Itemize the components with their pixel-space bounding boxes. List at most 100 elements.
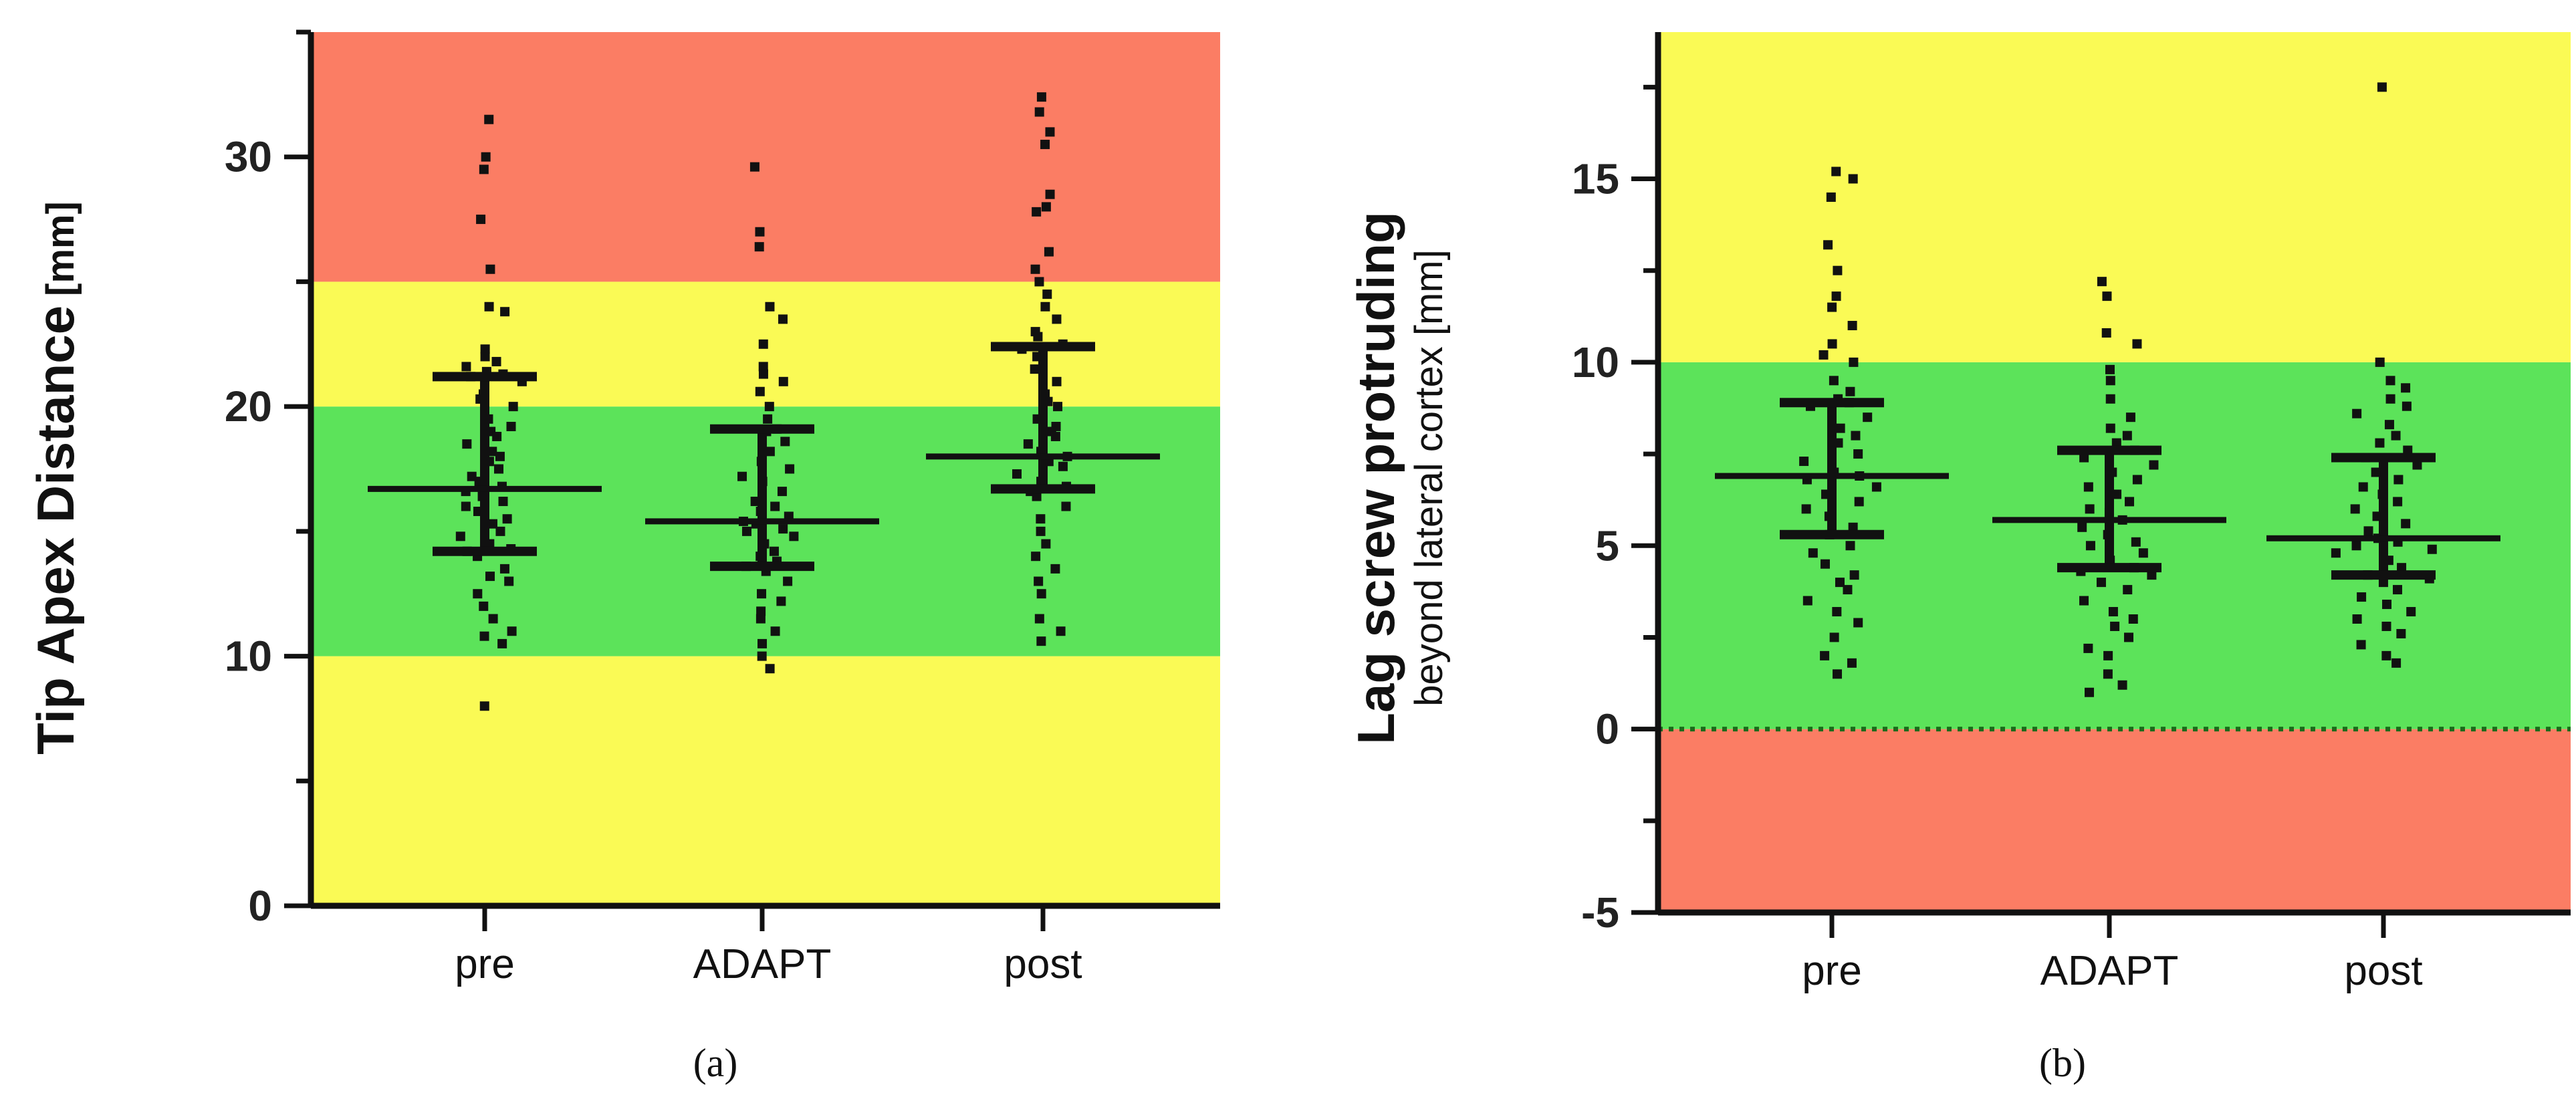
data-point <box>2381 621 2391 631</box>
data-point <box>479 164 489 174</box>
data-point <box>2402 401 2412 411</box>
data-point <box>1031 552 1041 562</box>
data-point <box>785 464 795 474</box>
data-point <box>485 572 495 582</box>
zone-red-0 <box>1658 729 2571 912</box>
data-point <box>480 344 490 354</box>
data-point <box>1061 501 1071 511</box>
data-point <box>1845 386 1855 396</box>
data-point <box>488 614 498 624</box>
data-point <box>2352 408 2362 418</box>
data-point <box>2356 640 2366 650</box>
y-tick-label: 20 <box>225 382 272 431</box>
data-point <box>487 519 497 529</box>
data-point <box>769 546 779 556</box>
data-point <box>1036 589 1046 599</box>
data-point <box>737 471 747 481</box>
data-point <box>1034 277 1044 287</box>
data-point <box>2079 453 2089 463</box>
data-point <box>2077 522 2087 532</box>
data-point <box>479 631 489 641</box>
x-category-label-post: post <box>1004 941 1082 987</box>
data-point <box>2393 497 2403 507</box>
data-point <box>2401 383 2411 393</box>
y-axis-subtitle: beyond lateral cortex [mm] <box>1407 249 1451 706</box>
data-point <box>1032 207 1042 217</box>
data-point <box>1052 314 1062 324</box>
data-point <box>473 589 483 599</box>
data-point <box>1831 291 1841 301</box>
chart-b: -5 0 5 10 15 pre ADAPT post Lag screw protruding… <box>1346 32 2571 1085</box>
data-point <box>2427 544 2437 554</box>
chart-a: 0 10 20 30 pre ADAPT post Tip Apex Distance [mm]… <box>26 29 1220 1085</box>
data-point <box>484 114 494 124</box>
data-point <box>2352 614 2362 624</box>
data-point <box>2085 541 2095 551</box>
zone-green-1 <box>1658 362 2571 729</box>
y-axis-title-main: Lag screw protruding <box>1346 211 1405 744</box>
data-point <box>755 227 765 237</box>
data-point <box>1863 412 1873 422</box>
data-point <box>2110 621 2120 631</box>
data-point <box>758 339 768 349</box>
data-point <box>778 376 788 386</box>
data-point <box>1845 541 1855 551</box>
data-point <box>1032 491 1042 501</box>
data-point <box>1053 402 1063 412</box>
data-point <box>1829 376 1839 386</box>
data-point <box>763 414 773 424</box>
data-point <box>479 601 489 611</box>
data-point <box>2358 482 2368 492</box>
data-point <box>2112 489 2122 499</box>
y-tick-label: -5 <box>1581 888 1619 937</box>
data-point <box>1034 107 1044 117</box>
data-point <box>508 402 518 412</box>
data-point <box>2412 460 2422 470</box>
y-axis-title-main: Tip Apex Distance <box>26 305 85 755</box>
zone-yellow-2 <box>1658 32 2571 362</box>
data-point <box>2406 607 2416 617</box>
data-point <box>741 526 751 536</box>
data-point <box>1030 364 1040 374</box>
data-point <box>1012 469 1022 479</box>
data-point <box>504 576 514 586</box>
data-point <box>778 524 788 534</box>
data-point <box>479 701 489 711</box>
data-point <box>757 638 768 648</box>
data-point <box>2117 680 2127 690</box>
data-point <box>2375 357 2385 367</box>
data-point <box>1835 578 1845 588</box>
data-point <box>755 386 765 396</box>
x-category-label-pre: pre <box>455 941 515 987</box>
data-point <box>2385 376 2395 386</box>
data-point <box>754 242 764 252</box>
series-adapt <box>645 162 879 674</box>
data-point <box>758 369 768 379</box>
data-point <box>2103 669 2113 679</box>
data-point <box>755 614 766 624</box>
data-point <box>2102 291 2112 301</box>
data-point <box>1044 247 1054 257</box>
data-point <box>2131 537 2141 547</box>
data-point <box>1050 564 1060 574</box>
data-point <box>2132 475 2142 485</box>
y-axis-title-unit: [mm] <box>39 201 82 296</box>
data-point <box>2085 687 2095 697</box>
data-point <box>1802 596 1812 606</box>
data-point <box>749 162 759 172</box>
data-point <box>2128 614 2138 624</box>
data-point <box>1036 514 1046 524</box>
data-point <box>1871 482 1881 492</box>
data-point <box>1848 522 1858 532</box>
data-point <box>2391 658 2402 668</box>
data-point <box>770 501 780 511</box>
series-post <box>926 92 1160 646</box>
data-point <box>1853 618 1863 628</box>
y-axis-title: Lag screw protruding <box>1346 211 1405 744</box>
data-point <box>1849 570 1859 580</box>
data-point <box>2105 364 2115 374</box>
data-point <box>1853 449 1863 459</box>
data-point <box>2101 328 2111 338</box>
data-point <box>2111 438 2121 448</box>
data-point <box>1041 202 1051 212</box>
